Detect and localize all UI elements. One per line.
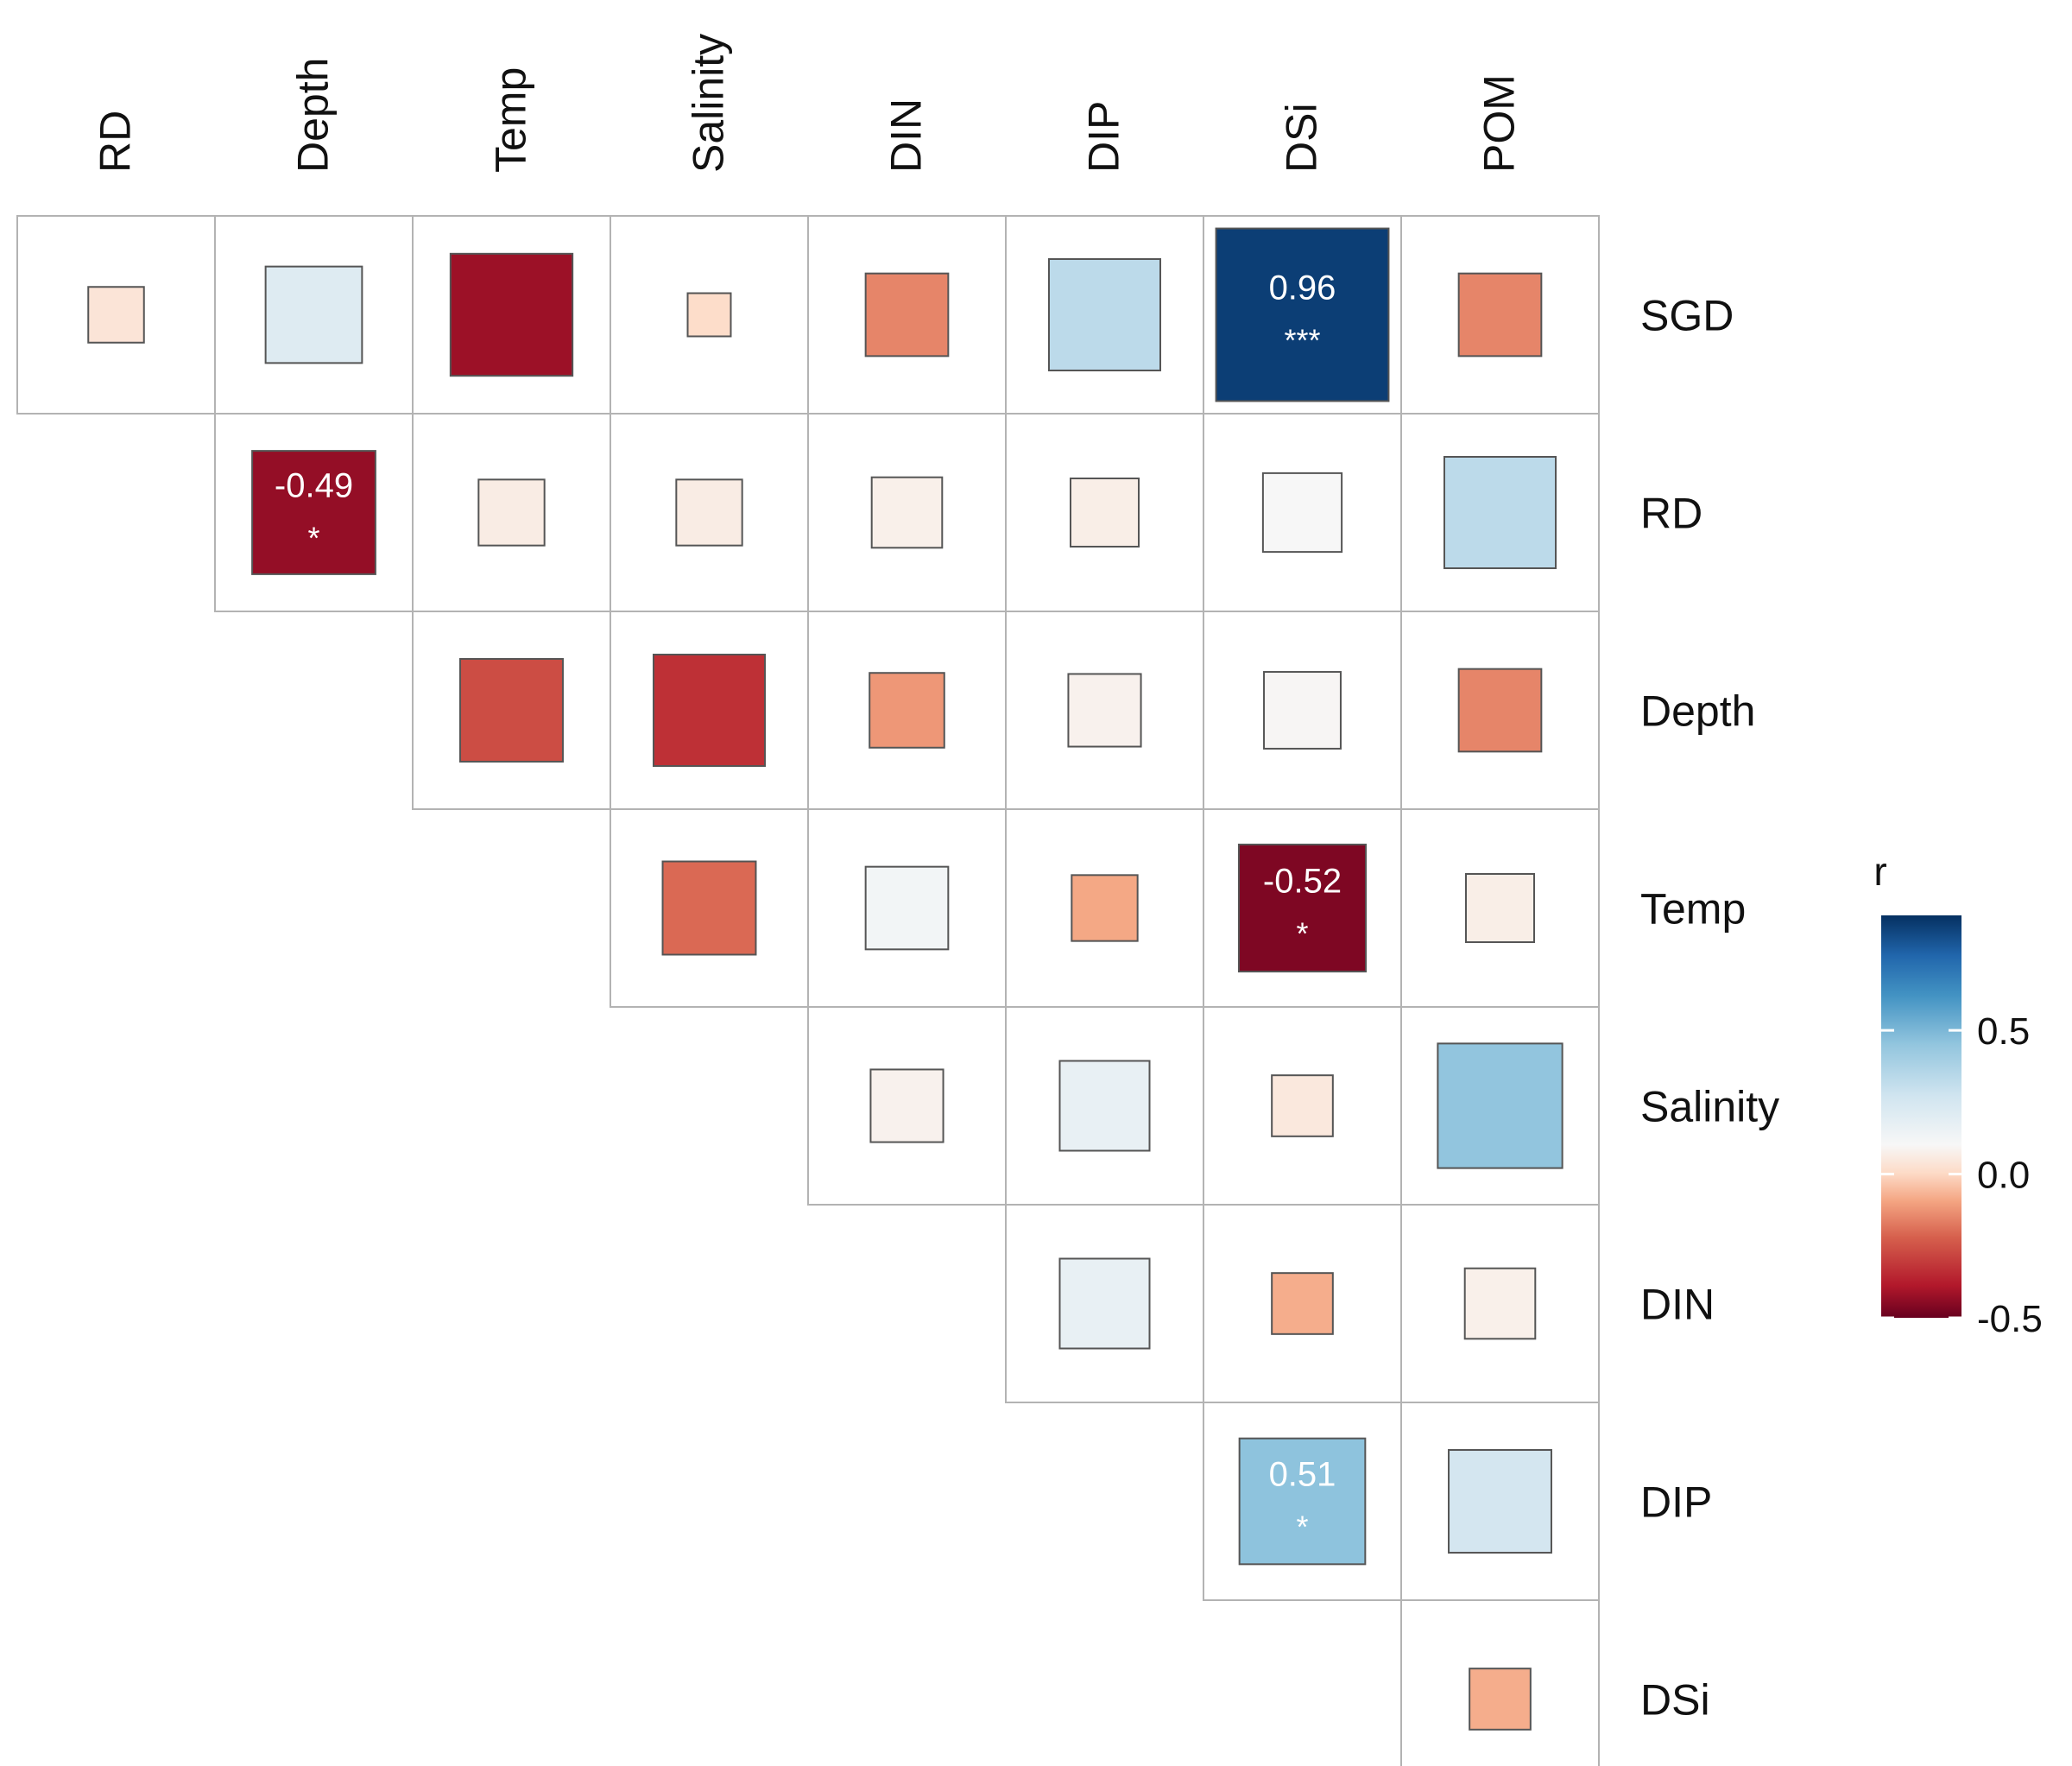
row-label: Salinity: [1640, 1083, 1779, 1131]
cells-layer: 0.96 *** -0.49 * -0.52 * 0.51 *: [16, 215, 1600, 1766]
significance-label: *: [1296, 916, 1308, 952]
corr-square: [1457, 272, 1543, 358]
corr-square: [1058, 1257, 1151, 1350]
row-label: RD: [1640, 490, 1702, 538]
corr-square: [864, 865, 950, 951]
legend-tick-label: 0.0: [1977, 1155, 2030, 1197]
significance-label: *: [307, 521, 319, 556]
column-label: Salinity: [685, 34, 733, 173]
corr-square: [264, 265, 363, 364]
column-label: Depth: [289, 58, 338, 173]
corr-square: [1463, 1267, 1537, 1340]
corr-square: [477, 478, 546, 547]
corr-value-label: 0.96: [1269, 269, 1336, 307]
corr-value-label: -0.49: [275, 467, 353, 505]
corr-square: [1215, 227, 1390, 402]
corr-square: [1261, 472, 1343, 554]
row-label: Temp: [1640, 885, 1746, 934]
labels-layer: RD Depth Temp Salinity DIN DIP DSi POM SGD RD Dept…: [92, 34, 1780, 1725]
corr-square: [449, 252, 574, 377]
corr-square: [1071, 874, 1139, 942]
corr-square: [1047, 257, 1162, 372]
column-label: Temp: [487, 67, 535, 173]
row-label: SGD: [1640, 292, 1734, 340]
corr-square: [661, 860, 757, 956]
row-label: DIN: [1640, 1281, 1715, 1329]
corr-square: [1448, 1449, 1552, 1554]
legend-title: r: [1873, 849, 1886, 894]
corr-square: [251, 450, 376, 575]
corr-square: [87, 286, 145, 344]
corr-square: [652, 653, 767, 768]
corr-square: [1067, 673, 1142, 748]
corr-square: [869, 672, 945, 749]
corr-square: [864, 272, 950, 358]
legend-tick-label: -0.5: [1977, 1298, 2043, 1340]
corr-square: [1238, 1437, 1367, 1566]
corr-square: [1058, 1060, 1151, 1152]
corr-square: [1271, 1272, 1334, 1335]
corr-square: [1464, 872, 1536, 944]
corr-square: [1443, 455, 1557, 570]
row-label: DIP: [1640, 1478, 1712, 1527]
corr-square: [686, 292, 732, 338]
column-label: POM: [1475, 74, 1524, 173]
corr-value-label: 0.51: [1269, 1456, 1336, 1494]
corr-square: [870, 476, 944, 549]
significance-label: *: [1296, 1510, 1308, 1545]
corr-square: [869, 1068, 944, 1143]
corr-square: [459, 658, 564, 763]
significance-label: ***: [1284, 323, 1320, 358]
row-label: Depth: [1640, 687, 1755, 736]
legend-colorbar: [1881, 915, 1961, 1318]
corr-square: [1069, 477, 1140, 548]
corr-square: [1271, 1074, 1334, 1137]
cell-frame: [1400, 1599, 1600, 1766]
corr-square: [1469, 1668, 1532, 1731]
corr-square: [1457, 668, 1543, 753]
corr-square: [1263, 671, 1342, 750]
row-label: DSi: [1640, 1676, 1710, 1725]
legend-tick-label: 0.5: [1977, 1010, 2030, 1053]
column-label: DSi: [1278, 103, 1326, 173]
corr-value-label: -0.52: [1263, 863, 1342, 901]
color-legend: r 0.5 0.0 -0.5: [1873, 849, 2042, 1340]
corr-square: [1237, 843, 1368, 973]
column-label: DIP: [1080, 101, 1128, 173]
column-label: DIN: [882, 98, 931, 173]
corr-square: [675, 478, 743, 547]
corr-square: [1437, 1042, 1563, 1169]
column-label: RD: [92, 111, 140, 173]
